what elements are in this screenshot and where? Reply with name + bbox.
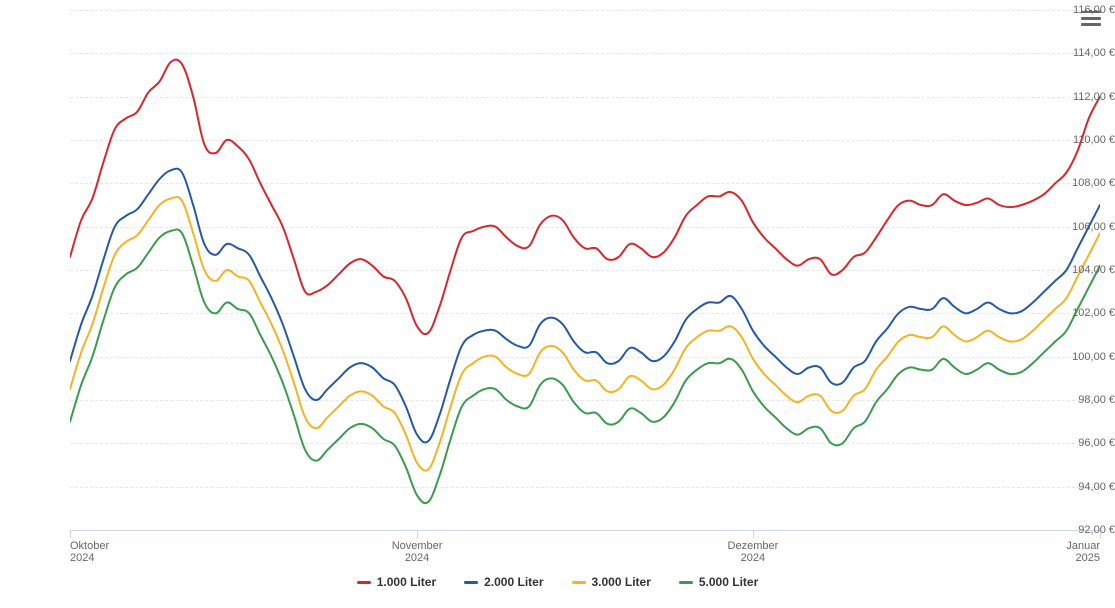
y-tick-label: 100,00 € bbox=[1055, 351, 1115, 363]
x-tick-label: Dezember2024 bbox=[728, 540, 779, 564]
x-tick-label: Oktober2024 bbox=[70, 540, 109, 564]
chart-legend: 1.000 Liter 2.000 Liter 3.000 Liter 5.000 L… bbox=[0, 575, 1115, 589]
legend-label: 5.000 Liter bbox=[699, 575, 758, 589]
x-tick-year: 2024 bbox=[728, 552, 779, 564]
legend-label: 1.000 Liter bbox=[377, 575, 436, 589]
plot-area bbox=[70, 10, 1100, 530]
legend-item[interactable]: 1.000 Liter bbox=[357, 575, 436, 589]
legend-item[interactable]: 5.000 Liter bbox=[679, 575, 758, 589]
series-line bbox=[70, 169, 1100, 443]
series-line bbox=[70, 197, 1100, 471]
y-tick-label: 104,00 € bbox=[1055, 264, 1115, 276]
x-tick-year: 2025 bbox=[1066, 552, 1100, 564]
x-tick-month: November bbox=[392, 540, 443, 552]
x-tick-mark bbox=[70, 530, 71, 538]
x-tick-month: Oktober bbox=[70, 540, 109, 552]
x-tick-mark bbox=[753, 530, 754, 538]
price-line-chart: 92,00 € 94,00 € 96,00 € 98,00 € 100,00 € 102,… bbox=[0, 0, 1115, 608]
y-tick-label: 112,00 € bbox=[1055, 91, 1115, 103]
y-tick-label: 106,00 € bbox=[1055, 221, 1115, 233]
legend-swatch bbox=[679, 581, 693, 584]
y-tick-label: 114,00 € bbox=[1055, 47, 1115, 59]
y-tick-label: 102,00 € bbox=[1055, 307, 1115, 319]
x-tick-year: 2024 bbox=[392, 552, 443, 564]
x-tick-month: Januar bbox=[1066, 540, 1100, 552]
y-tick-label: 116,00 € bbox=[1055, 4, 1115, 16]
x-tick-month: Dezember bbox=[728, 540, 779, 552]
legend-label: 2.000 Liter bbox=[484, 575, 543, 589]
series-svg bbox=[70, 10, 1100, 530]
x-axis-line bbox=[70, 530, 1100, 531]
y-tick-label: 110,00 € bbox=[1055, 134, 1115, 146]
y-tick-label: 94,00 € bbox=[1055, 481, 1115, 493]
legend-swatch bbox=[464, 581, 478, 584]
y-tick-label: 96,00 € bbox=[1055, 437, 1115, 449]
legend-swatch bbox=[357, 581, 371, 584]
y-tick-label: 98,00 € bbox=[1055, 394, 1115, 406]
legend-swatch bbox=[572, 581, 586, 584]
series-line bbox=[70, 60, 1100, 335]
legend-item[interactable]: 3.000 Liter bbox=[572, 575, 651, 589]
x-tick-label: November2024 bbox=[392, 540, 443, 564]
y-tick-label: 92,00 € bbox=[1055, 524, 1115, 536]
x-tick-mark bbox=[417, 530, 418, 538]
legend-label: 3.000 Liter bbox=[592, 575, 651, 589]
legend-item[interactable]: 2.000 Liter bbox=[464, 575, 543, 589]
y-tick-label: 108,00 € bbox=[1055, 177, 1115, 189]
x-tick-label: Januar2025 bbox=[1066, 540, 1100, 564]
x-tick-year: 2024 bbox=[70, 552, 109, 564]
